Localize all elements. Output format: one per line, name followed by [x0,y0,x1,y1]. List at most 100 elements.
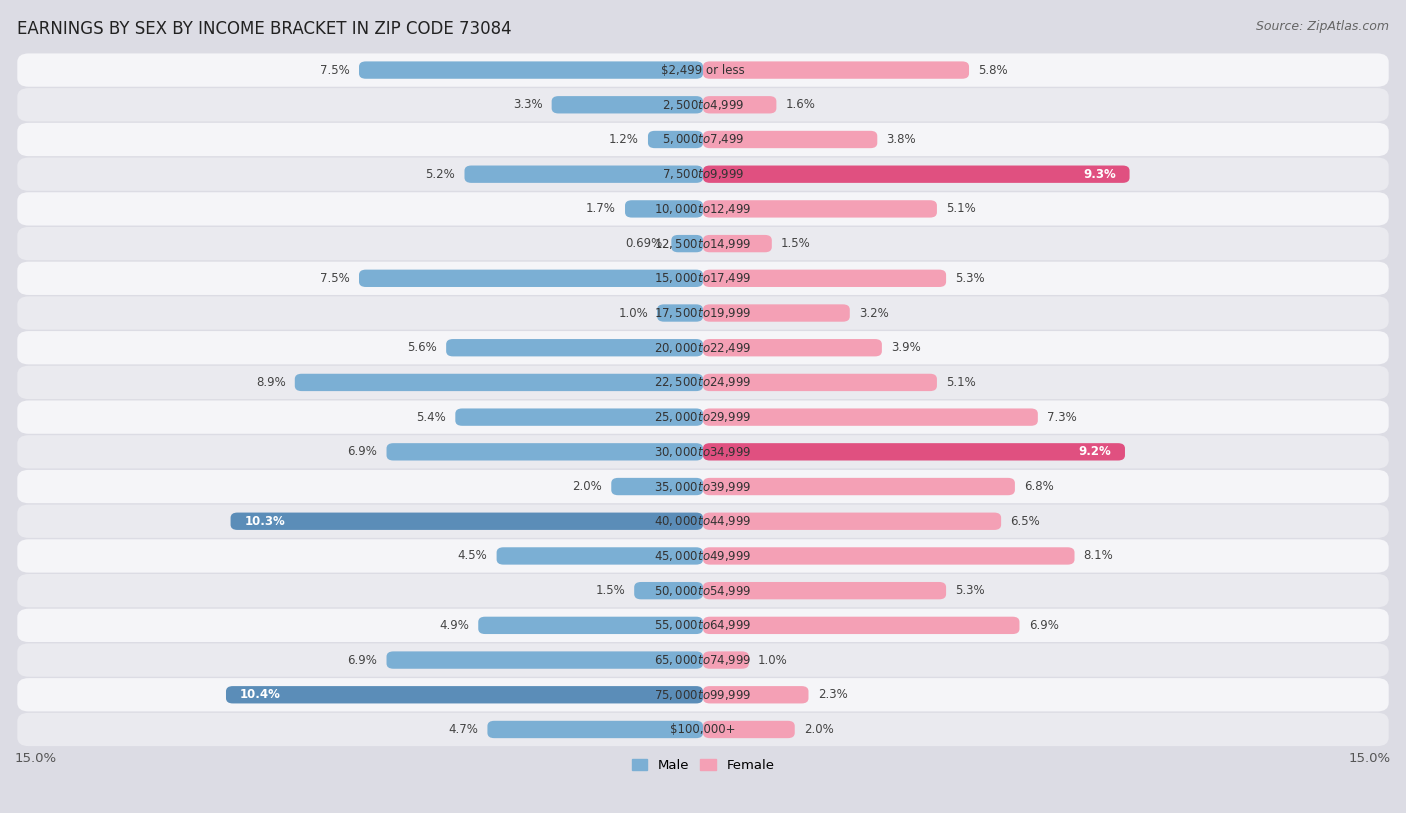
FancyBboxPatch shape [703,443,1125,460]
FancyBboxPatch shape [703,96,776,114]
FancyBboxPatch shape [17,297,1389,330]
FancyBboxPatch shape [703,339,882,356]
FancyBboxPatch shape [17,505,1389,538]
Text: $55,000 to $64,999: $55,000 to $64,999 [654,619,752,633]
FancyBboxPatch shape [17,539,1389,572]
FancyBboxPatch shape [387,443,703,460]
Text: 2.0%: 2.0% [804,723,834,736]
Text: 1.2%: 1.2% [609,133,638,146]
Text: 1.6%: 1.6% [786,98,815,111]
FancyBboxPatch shape [703,512,1001,530]
FancyBboxPatch shape [456,408,703,426]
FancyBboxPatch shape [17,435,1389,468]
FancyBboxPatch shape [703,304,849,322]
FancyBboxPatch shape [17,158,1389,191]
Text: $50,000 to $54,999: $50,000 to $54,999 [654,584,752,598]
Text: $100,000+: $100,000+ [671,723,735,736]
Text: 4.5%: 4.5% [458,550,488,563]
Text: $22,500 to $24,999: $22,500 to $24,999 [654,376,752,389]
Text: 5.8%: 5.8% [979,63,1008,76]
FancyBboxPatch shape [231,512,703,530]
Text: 3.3%: 3.3% [513,98,543,111]
FancyBboxPatch shape [703,478,1015,495]
FancyBboxPatch shape [703,686,808,703]
FancyBboxPatch shape [17,123,1389,156]
FancyBboxPatch shape [703,166,1129,183]
FancyBboxPatch shape [478,617,703,634]
Text: 4.9%: 4.9% [439,619,470,632]
Text: 15.0%: 15.0% [1348,752,1391,765]
FancyBboxPatch shape [626,200,703,218]
FancyBboxPatch shape [703,270,946,287]
FancyBboxPatch shape [703,547,1074,564]
FancyBboxPatch shape [703,374,936,391]
FancyBboxPatch shape [17,331,1389,364]
FancyBboxPatch shape [496,547,703,564]
Text: 2.0%: 2.0% [572,480,602,493]
Text: 7.5%: 7.5% [321,272,350,285]
Text: 6.9%: 6.9% [347,446,377,459]
FancyBboxPatch shape [17,262,1389,295]
Text: $15,000 to $17,499: $15,000 to $17,499 [654,272,752,285]
Text: $75,000 to $99,999: $75,000 to $99,999 [654,688,752,702]
Text: 10.3%: 10.3% [245,515,285,528]
Text: $65,000 to $74,999: $65,000 to $74,999 [654,653,752,667]
FancyBboxPatch shape [703,131,877,148]
FancyBboxPatch shape [17,401,1389,434]
Text: $30,000 to $34,999: $30,000 to $34,999 [654,445,752,459]
Text: 6.5%: 6.5% [1011,515,1040,528]
FancyBboxPatch shape [703,62,969,79]
Text: 6.9%: 6.9% [347,654,377,667]
FancyBboxPatch shape [17,470,1389,503]
Text: 3.9%: 3.9% [891,341,921,354]
FancyBboxPatch shape [612,478,703,495]
FancyBboxPatch shape [17,713,1389,746]
FancyBboxPatch shape [17,643,1389,676]
Text: 5.3%: 5.3% [955,272,984,285]
Text: $40,000 to $44,999: $40,000 to $44,999 [654,515,752,528]
Text: 6.8%: 6.8% [1024,480,1054,493]
Text: $35,000 to $39,999: $35,000 to $39,999 [654,480,752,493]
FancyBboxPatch shape [17,192,1389,225]
Text: Source: ZipAtlas.com: Source: ZipAtlas.com [1256,20,1389,33]
FancyBboxPatch shape [671,235,703,252]
FancyBboxPatch shape [703,235,772,252]
Text: $2,500 to $4,999: $2,500 to $4,999 [662,98,744,111]
FancyBboxPatch shape [703,617,1019,634]
FancyBboxPatch shape [703,200,936,218]
FancyBboxPatch shape [703,721,794,738]
Text: 1.7%: 1.7% [586,202,616,215]
Text: 8.1%: 8.1% [1084,550,1114,563]
FancyBboxPatch shape [359,62,703,79]
FancyBboxPatch shape [634,582,703,599]
Text: 2.3%: 2.3% [818,689,848,702]
FancyBboxPatch shape [359,270,703,287]
Text: 6.9%: 6.9% [1029,619,1059,632]
Text: 1.0%: 1.0% [619,307,648,320]
FancyBboxPatch shape [17,54,1389,87]
FancyBboxPatch shape [17,574,1389,607]
Text: 1.5%: 1.5% [595,585,626,598]
FancyBboxPatch shape [226,686,703,703]
Text: $2,499 or less: $2,499 or less [661,63,745,76]
Text: $5,000 to $7,499: $5,000 to $7,499 [662,133,744,146]
Legend: Male, Female: Male, Female [626,754,780,777]
Text: 10.4%: 10.4% [240,689,281,702]
Text: 1.0%: 1.0% [758,654,787,667]
FancyBboxPatch shape [17,678,1389,711]
Text: 7.5%: 7.5% [321,63,350,76]
FancyBboxPatch shape [648,131,703,148]
Text: 5.1%: 5.1% [946,376,976,389]
FancyBboxPatch shape [551,96,703,114]
Text: 3.2%: 3.2% [859,307,889,320]
Text: 8.9%: 8.9% [256,376,285,389]
Text: 1.5%: 1.5% [780,237,811,250]
Text: 4.7%: 4.7% [449,723,478,736]
Text: 5.1%: 5.1% [946,202,976,215]
Text: $25,000 to $29,999: $25,000 to $29,999 [654,410,752,424]
FancyBboxPatch shape [464,166,703,183]
FancyBboxPatch shape [17,88,1389,121]
Text: 0.69%: 0.69% [624,237,662,250]
Text: $10,000 to $12,499: $10,000 to $12,499 [654,202,752,216]
FancyBboxPatch shape [17,366,1389,399]
